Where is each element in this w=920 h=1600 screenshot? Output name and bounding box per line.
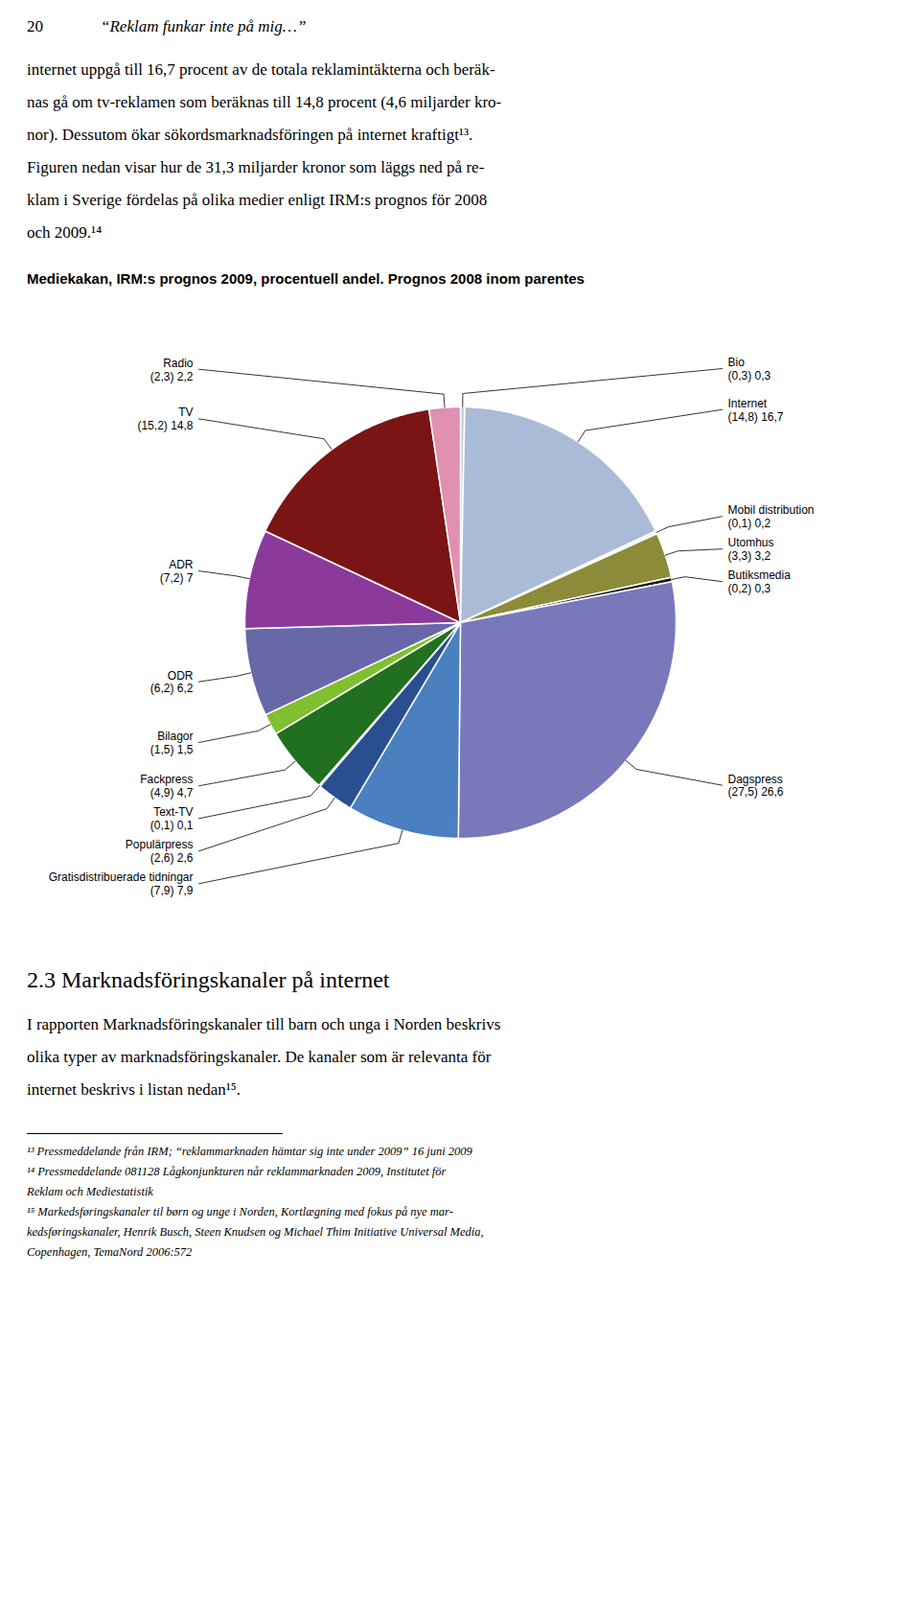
svg-text:Populärpress(2,6) 2,6: Populärpress(2,6) 2,6 bbox=[125, 837, 194, 865]
svg-text:Internet(14,8) 16,7: Internet(14,8) 16,7 bbox=[728, 396, 784, 424]
html-text:och 2009.¹⁴: och 2009.¹⁴ bbox=[26, 223, 102, 242]
html-text:¹⁵ Markedsføringskanaler til b: ¹⁵ Markedsføringskanaler til børn og ung… bbox=[26, 1204, 454, 1219]
html-text:nor). Dessutom ökar sökordsmar: nor). Dessutom ökar sökordsmarknadsförin… bbox=[26, 125, 473, 144]
svg-text:Fackpress(4,9) 4,7: Fackpress(4,9) 4,7 bbox=[139, 772, 194, 800]
svg-text:Dagspress(27,5) 26,6: Dagspress(27,5) 26,6 bbox=[728, 772, 784, 800]
html-text:Reklam och Mediestatistik: Reklam och Mediestatistik bbox=[26, 1184, 154, 1198]
svg-text:Bio(0,3) 0,3: Bio(0,3) 0,3 bbox=[728, 355, 772, 383]
html-text:kedsføringskanaler, Henrik Bus: kedsføringskanaler, Henrik Busch, Steen … bbox=[26, 1224, 484, 1239]
html-text:20: 20 bbox=[26, 17, 44, 36]
html-text:2.3 Marknadsföringskanaler på: 2.3 Marknadsföringskanaler på internet bbox=[26, 966, 390, 992]
html-text:olika typer av marknadsförings: olika typer av marknadsföringskanaler. D… bbox=[26, 1047, 491, 1066]
svg-text:Mobil distribution(0,1) 0,2: Mobil distribution(0,1) 0,2 bbox=[728, 503, 815, 530]
html-text:¹⁴ Pressmeddelande 081128 Lågk: ¹⁴ Pressmeddelande 081128 Lågkonjunkture… bbox=[26, 1164, 446, 1178]
html-text:Copenhagen, TemaNord 2006:572: Copenhagen, TemaNord 2006:572 bbox=[26, 1244, 192, 1259]
svg-text:Butiksmedia(0,2) 0,3: Butiksmedia(0,2) 0,3 bbox=[728, 568, 792, 596]
html-text:internet uppgå till 16,7 proce: internet uppgå till 16,7 procent av de t… bbox=[26, 60, 496, 79]
svg-text:Gratisdistribuerade tidningar(: Gratisdistribuerade tidningar(7,9) 7,9 bbox=[48, 870, 194, 897]
html-text:¹³ Pressmeddelande från IRM; “: ¹³ Pressmeddelande från IRM; “reklammark… bbox=[26, 1144, 473, 1158]
svg-text:ODR(6,2) 6,2: ODR(6,2) 6,2 bbox=[150, 668, 194, 696]
html-text:nas gå om tv-reklamen som berä: nas gå om tv-reklamen som beräknas till … bbox=[26, 92, 502, 112]
svg-text:Bilagor(1,5) 1,5: Bilagor(1,5) 1,5 bbox=[150, 729, 194, 757]
svg-text:TV(15,2) 14,8: TV(15,2) 14,8 bbox=[137, 405, 193, 433]
svg-text:Utomhus(3,3) 3,2: Utomhus(3,3) 3,2 bbox=[728, 535, 775, 563]
html-text:Figuren nedan visar hur de 31,: Figuren nedan visar hur de 31,3 miljarde… bbox=[26, 158, 485, 177]
html-text:Mediekakan, IRM:s prognos 2009: Mediekakan, IRM:s prognos 2009, procentu… bbox=[26, 270, 585, 287]
svg-text:Radio(2,3) 2,2: Radio(2,3) 2,2 bbox=[150, 356, 194, 384]
html-text:klam i Sverige fördelas på oli: klam i Sverige fördelas på olika medier … bbox=[26, 190, 488, 209]
html-text:internet beskrivs i listan ned: internet beskrivs i listan nedan¹⁵. bbox=[26, 1080, 241, 1099]
html-text:I rapporten Marknadsföringskan: I rapporten Marknadsföringskanaler till … bbox=[26, 1014, 501, 1034]
html-text:“Reklam funkar inte på mig…”: “Reklam funkar inte på mig…” bbox=[100, 17, 307, 36]
svg-text:ADR(7,2) 7: ADR(7,2) 7 bbox=[160, 557, 194, 585]
svg-text:Text-TV(0,1) 0,1: Text-TV(0,1) 0,1 bbox=[150, 805, 194, 832]
